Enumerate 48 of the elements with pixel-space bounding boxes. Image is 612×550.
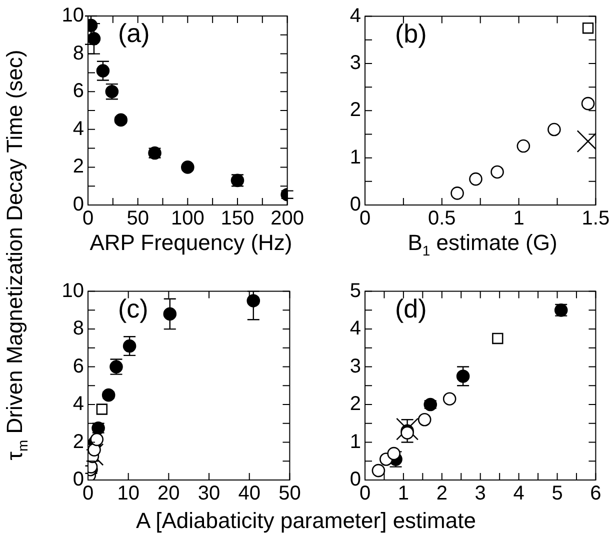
y-tick-label: 10	[62, 4, 84, 27]
annotation: (a)	[118, 18, 150, 48]
y-tick-label: 1	[350, 430, 361, 453]
x-tick-label: 20	[158, 482, 180, 505]
x-axis-title: ARP Frequency (Hz)	[88, 230, 294, 256]
x-tick-label: 3	[474, 482, 486, 505]
x-tick-label: 4	[513, 482, 524, 505]
annotation: (c)	[118, 293, 148, 324]
y-tick-label: 0	[350, 468, 361, 491]
y-tick-label: 4	[350, 318, 361, 340]
y-tick-label: 8	[72, 318, 84, 340]
y-tick-label: 0	[72, 194, 84, 216]
x-tick-label: 2	[436, 482, 448, 505]
y-tick-label: 4	[72, 393, 84, 416]
y-tick-label: 3	[350, 52, 361, 74]
x-tick-label: 30	[198, 482, 220, 505]
y-tick-label: 8	[72, 42, 84, 64]
y-tick-label: 3	[350, 355, 361, 378]
annotation: (b)	[395, 18, 427, 48]
x-tick-label: 5	[552, 482, 563, 505]
y-tick-label: 10	[62, 280, 84, 302]
x-tick-label: 1	[398, 482, 410, 505]
y-tick-label: 0	[350, 194, 361, 216]
y-tick-label: 2	[350, 99, 361, 122]
y-tick-label: 6	[72, 80, 84, 102]
y-tick-label: 4	[350, 4, 361, 27]
x-axis-title: B$_{1}$ estimate (G)	[406, 230, 558, 258]
x-tick-label: 150	[220, 208, 254, 230]
y-tick-label: 2	[72, 156, 84, 178]
x-tick-label: 0.5	[428, 208, 456, 230]
x-tick-label: 50	[126, 208, 149, 230]
x-tick-label: 40	[238, 482, 260, 505]
x-tick-label: 50	[278, 482, 301, 505]
x-tick-label: 10	[117, 482, 140, 505]
annotation: (d)	[395, 293, 427, 324]
x-tick-label: 6	[590, 482, 602, 505]
y-tick-label: 1	[350, 146, 361, 168]
x-axis-title: A [Adiabaticity parameter] estimate	[135, 508, 477, 534]
x-tick-label: 200	[270, 208, 304, 230]
y-tick-label: 6	[72, 355, 84, 378]
x-tick-label: 1	[513, 208, 524, 230]
y-tick-label: 5	[350, 280, 361, 302]
y-tick-label: 0	[72, 468, 84, 491]
y-tick-label: 2	[350, 393, 361, 416]
y-tick-label: 2	[72, 430, 84, 453]
y-tick-label: 4	[72, 118, 84, 140]
x-tick-label: 100	[170, 208, 204, 230]
x-tick-label: 1.5	[582, 208, 610, 230]
